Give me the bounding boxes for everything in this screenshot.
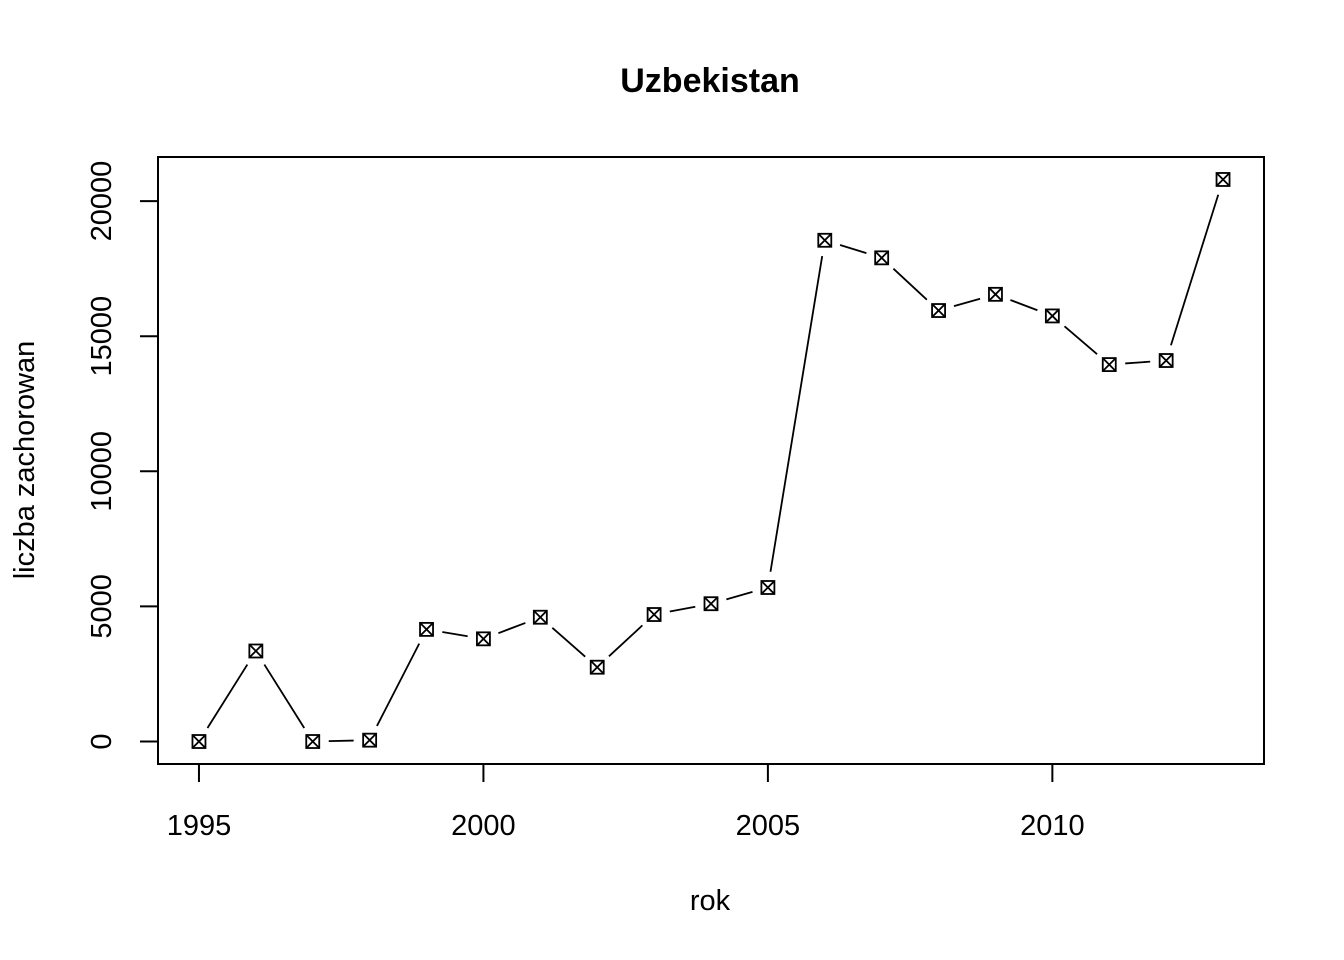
data-point-marker <box>1215 172 1231 187</box>
series-segment <box>892 268 928 301</box>
x-axis-label: rok <box>690 885 731 917</box>
data-point-marker <box>476 631 491 647</box>
series-segment <box>328 739 354 743</box>
x-axis: 1995 2000 2005 2010 <box>167 763 1085 842</box>
series-segment <box>206 664 249 729</box>
chart-title: Uzbekistan <box>620 62 800 100</box>
data-point-marker <box>1101 357 1117 372</box>
data-point-marker <box>1044 308 1060 324</box>
series-segment <box>498 622 526 634</box>
x-tick-label: 2000 <box>451 810 516 842</box>
x-tick-label: 2010 <box>1020 810 1085 842</box>
series-points <box>191 172 1231 749</box>
series-segment <box>1125 360 1151 365</box>
y-axis-label: liczba zachorowan <box>9 341 41 580</box>
series-segment <box>953 297 981 308</box>
x-tick-label: 2005 <box>736 810 801 842</box>
data-point-marker <box>760 580 776 595</box>
series-segment <box>1063 325 1098 355</box>
series-segment <box>608 624 643 657</box>
y-tick-label: 5000 <box>86 574 118 639</box>
series-segment <box>551 627 586 658</box>
data-point-marker <box>532 609 548 625</box>
data-point-marker <box>305 734 321 749</box>
series-segment <box>726 591 753 601</box>
data-point-marker <box>646 607 662 622</box>
series-segment <box>1010 299 1038 312</box>
data-point-marker <box>988 286 1003 302</box>
y-tick-label: 20000 <box>86 161 118 242</box>
y-tick-label: 0 <box>86 733 118 749</box>
data-point-marker <box>931 303 946 318</box>
x-tick-label: 1995 <box>167 810 232 842</box>
plot-area-frame <box>157 156 1265 765</box>
data-point-marker <box>191 734 207 749</box>
data-point-marker <box>1158 353 1174 368</box>
series-segment <box>376 643 421 727</box>
series-segment <box>669 605 696 613</box>
series-line <box>206 194 1220 743</box>
data-point-marker <box>419 621 434 637</box>
data-point-marker <box>874 250 890 266</box>
y-tick-label: 15000 <box>86 296 118 377</box>
data-point-marker <box>703 596 719 612</box>
series-segment <box>769 255 824 572</box>
y-axis: 0 5000 10000 15000 20000 <box>86 161 159 750</box>
series-segment <box>1170 194 1220 346</box>
y-tick-label: 10000 <box>86 431 118 512</box>
series-segment <box>263 664 305 729</box>
data-point-marker <box>589 659 605 675</box>
data-point-marker <box>817 232 833 248</box>
series-segment <box>442 631 468 638</box>
data-point-marker <box>362 732 378 748</box>
series-segment <box>839 244 867 254</box>
data-point-marker <box>248 643 264 659</box>
